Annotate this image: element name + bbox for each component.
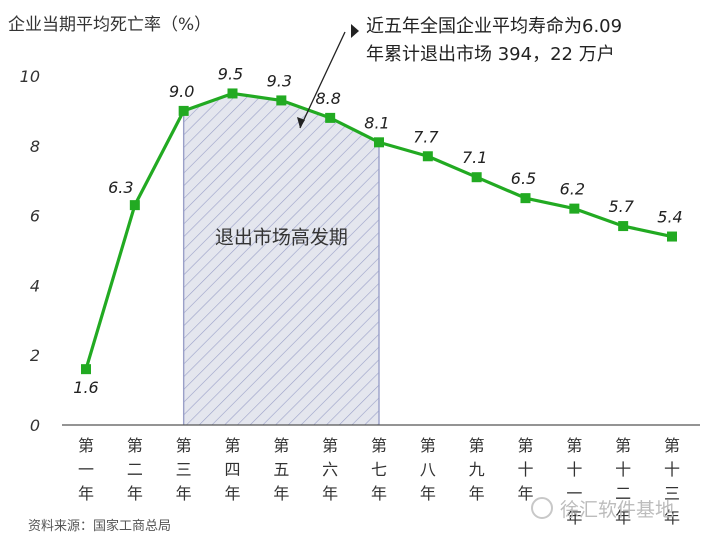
x-tick-label: 年 [664, 508, 680, 527]
x-tick-label: 十 [664, 460, 680, 479]
data-point [667, 231, 677, 242]
x-tick-label: 第 [322, 436, 338, 455]
x-tick-label: 第 [566, 436, 582, 455]
data-label: 9.5 [218, 64, 243, 83]
x-tick-label: 十 [615, 460, 631, 479]
data-point [569, 203, 580, 214]
data-point [81, 364, 91, 375]
x-tick-label: 十 [566, 460, 582, 479]
source-note: 资料来源：国家工商总局 [28, 518, 171, 534]
x-tick-label: 第 [469, 436, 485, 455]
data-label: 7.1 [462, 148, 487, 167]
x-tick-label: 六 [322, 460, 338, 479]
annotation-line-1: 近五年全国企业平均寿命为6.09 [366, 16, 622, 37]
y-tick-label: 4 [30, 276, 40, 295]
x-tick-label: 九 [469, 460, 485, 479]
x-tick-label: 年 [420, 484, 436, 503]
x-tick-label: 第 [127, 436, 143, 455]
x-tick-label: 年 [322, 484, 338, 503]
y-tick-label: 6 [30, 207, 40, 226]
y-tick-label: 2 [30, 346, 40, 365]
annotation-arrow [299, 31, 346, 129]
watermark-text: 徐汇软件基地 [560, 499, 674, 521]
y-tick-label: 10 [20, 67, 40, 86]
data-point [227, 88, 238, 99]
shaded-region-hatch [183, 93, 379, 425]
data-point [422, 151, 433, 162]
data-label: 5.7 [608, 197, 634, 216]
x-tick-label: 第 [273, 436, 289, 455]
data-label: 6.2 [560, 180, 585, 199]
y-axis-ticks: 0 2 4 6 8 10 [20, 67, 40, 435]
x-tick-label: 年 [566, 508, 582, 527]
x-tick-label: 年 [176, 484, 192, 503]
x-axis-ticks: 第一年第二年第三年第四年第五年第六年第七年第八年第九年第十年第十一年第十二年第十… [78, 436, 680, 527]
annotation-line-2: 年累计退出市场 394，22 万户 [366, 44, 615, 65]
annotation-marker [351, 24, 359, 38]
x-tick-label: 年 [615, 508, 631, 527]
data-label: 9.0 [169, 82, 194, 101]
data-label: 9.3 [267, 71, 292, 90]
data-labels: 1.6 6.3 9.0 9.5 9.3 8.8 8.1 7.7 7.1 6.5 6.2 5.7 5.4 [73, 64, 682, 397]
x-tick-label: 二 [127, 460, 143, 479]
x-tick-label: 八 [420, 460, 436, 479]
x-tick-label: 第 [176, 436, 192, 455]
x-tick-label: 一 [78, 460, 94, 479]
x-tick-label: 年 [517, 484, 533, 503]
annotation-arrowhead [297, 117, 305, 128]
series-points [81, 88, 677, 375]
x-tick-label: 年 [127, 484, 143, 503]
x-tick-label: 第 [664, 436, 680, 455]
x-tick-label: 第 [224, 436, 240, 455]
x-tick-label: 十 [517, 460, 533, 479]
x-tick-label: 二 [615, 484, 631, 503]
data-point [374, 137, 384, 148]
x-tick-label: 第 [517, 436, 533, 455]
data-label: 6.5 [511, 169, 536, 188]
data-point [129, 200, 140, 211]
x-tick-label: 第 [420, 436, 436, 455]
data-point [325, 112, 336, 123]
data-label: 7.7 [413, 127, 439, 146]
shaded-region: 退出市场高发期 [182, 93, 380, 425]
y-tick-label: 8 [30, 137, 40, 156]
data-label: 6.3 [108, 178, 133, 197]
data-label: 1.6 [73, 378, 98, 397]
shaded-region-label: 退出市场高发期 [215, 227, 348, 249]
x-tick-label: 三 [664, 484, 680, 503]
x-tick-label: 年 [371, 484, 387, 503]
x-tick-label: 第 [371, 436, 387, 455]
x-tick-label: 年 [78, 484, 94, 503]
data-point [520, 193, 531, 204]
x-tick-label: 第 [615, 436, 631, 455]
x-tick-label: 一 [566, 484, 582, 503]
x-tick-label: 三 [176, 460, 192, 479]
y-tick-label: 0 [30, 416, 40, 435]
wechat-icon [531, 497, 553, 519]
data-point [471, 172, 482, 183]
data-point [276, 95, 287, 106]
data-point [618, 221, 629, 232]
data-label: 8.8 [315, 89, 340, 108]
data-label: 8.1 [364, 113, 389, 132]
watermark: 徐汇软件基地 [531, 497, 674, 521]
x-tick-label: 第 [78, 436, 94, 455]
data-label: 5.4 [657, 208, 682, 227]
x-tick-label: 五 [273, 460, 289, 479]
x-tick-label: 年 [273, 484, 289, 503]
x-tick-label: 七 [371, 460, 387, 479]
x-tick-label: 四 [224, 460, 240, 479]
data-point [178, 105, 189, 116]
x-tick-label: 年 [224, 484, 240, 503]
annotation: 近五年全国企业平均寿命为6.09 年累计退出市场 394，22 万户 [297, 16, 622, 129]
x-tick-label: 年 [469, 484, 485, 503]
y-axis-title: 企业当期平均死亡率（%） [8, 15, 211, 35]
